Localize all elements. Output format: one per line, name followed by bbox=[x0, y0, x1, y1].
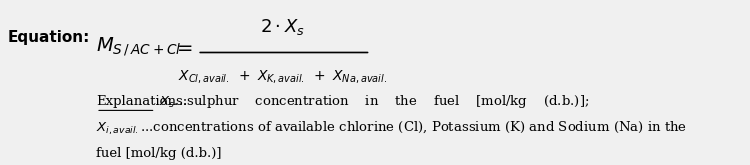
Text: fuel [mol/kg (d.b.)]: fuel [mol/kg (d.b.)] bbox=[96, 147, 221, 160]
Text: $X_{Cl,avail.}\ +\ X_{K,avail.}\ +\ X_{Na,avail.}$: $X_{Cl,avail.}\ +\ X_{K,avail.}\ +\ X_{N… bbox=[178, 67, 387, 84]
Text: $M_{S\,/\,AC+Cl}$: $M_{S\,/\,AC+Cl}$ bbox=[96, 35, 182, 58]
Text: $=$: $=$ bbox=[173, 37, 194, 56]
Text: $X_s$...sulphur    concentration    in    the    fuel    [mol/kg    (d.b.)];: $X_s$...sulphur concentration in the fue… bbox=[159, 93, 589, 110]
Text: Explanations:: Explanations: bbox=[96, 96, 188, 108]
Text: $X_{i,avail.}$...concentrations of available chlorine (Cl), Potassium (K) and So: $X_{i,avail.}$...concentrations of avail… bbox=[96, 119, 687, 136]
Text: $2 \cdot X_s$: $2 \cdot X_s$ bbox=[260, 17, 305, 37]
Text: Equation:: Equation: bbox=[8, 30, 90, 45]
